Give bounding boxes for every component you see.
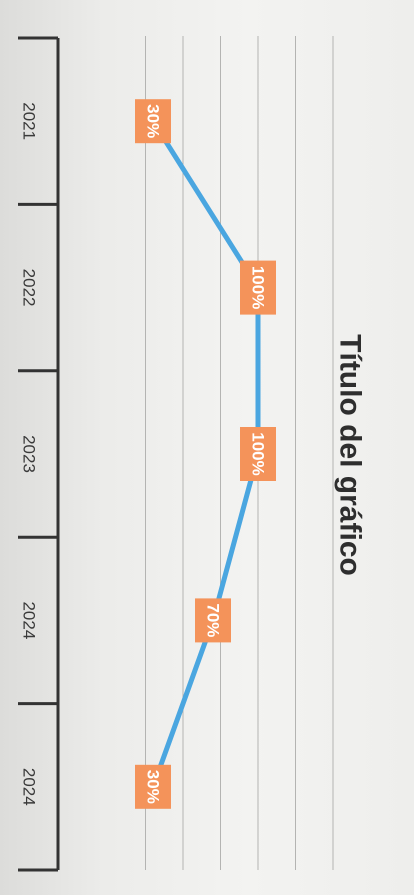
chart-title: Título del gráfico (334, 334, 367, 576)
data-label: 100% (249, 432, 268, 475)
gridlines (145, 36, 334, 870)
category-axis (18, 36, 60, 872)
data-label-box (135, 764, 171, 809)
data-label: 30% (144, 104, 163, 138)
category-tick-labels: 2021 2022 2023 2024 2024 (20, 102, 39, 805)
data-labels: 30% 100% 100% 70% 30% (135, 99, 276, 809)
data-label-box (240, 260, 276, 315)
category-tick-label: 2022 (20, 269, 39, 307)
data-label-box (195, 598, 231, 643)
category-tick-label: 2021 (20, 102, 39, 140)
category-tick-label: 2024 (20, 601, 39, 639)
data-label-box (240, 427, 276, 481)
data-label: 100% (249, 266, 268, 309)
category-tick-label: 2024 (20, 768, 39, 806)
data-label: 70% (204, 603, 223, 637)
category-tick-label: 2023 (20, 435, 39, 473)
data-label: 30% (144, 770, 163, 804)
data-label-box (135, 99, 171, 144)
